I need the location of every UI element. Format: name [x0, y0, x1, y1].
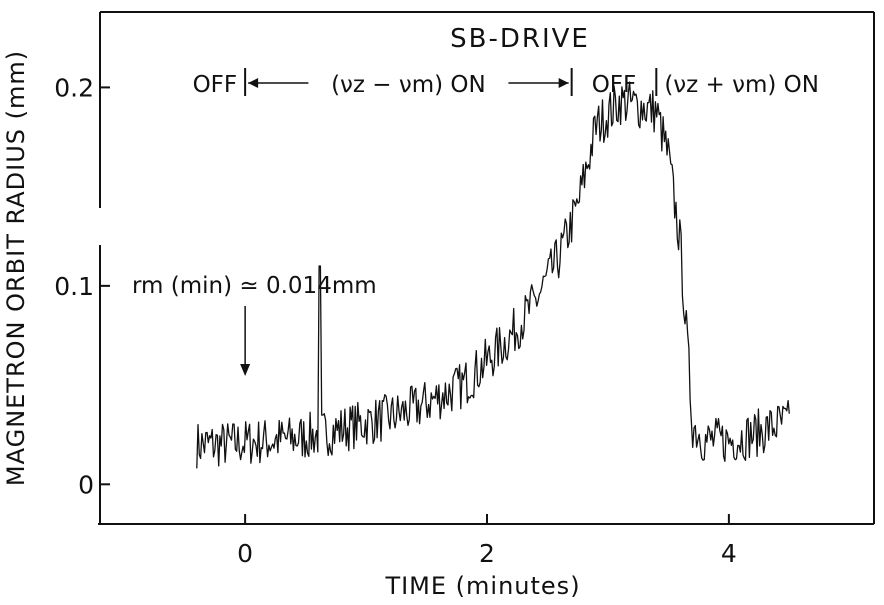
x-tick-label: 0	[237, 539, 253, 568]
tick-group: 0 2 4 0 0.1 0.2	[54, 73, 737, 568]
min-radius-annotation: rm (min) ≃ 0.014mm	[132, 273, 377, 299]
phase-label-drive-1: (νz − νm) ON	[331, 72, 486, 98]
drive-phase-group: OFF (νz − νm) ON OFF (νz + νm) ON	[193, 68, 819, 98]
phase-arrow-left-head	[248, 78, 259, 88]
phase-arrow-right-head	[558, 78, 569, 88]
y-tick-label: 0.2	[54, 73, 94, 102]
phase-label-off-1: OFF	[193, 72, 238, 98]
chart-title: SB-DRIVE	[450, 24, 590, 54]
series-trace	[196, 81, 790, 469]
y-axis-label: MAGNETRON ORBIT RADIUS (mm)	[2, 50, 30, 486]
y-tick-label: 0.1	[54, 272, 94, 301]
annotation-arrow-head	[240, 364, 251, 376]
x-tick-label: 4	[721, 539, 737, 568]
y-tick-label: 0	[78, 470, 94, 499]
min-radius-arrow	[240, 306, 251, 376]
x-tick-label: 2	[479, 539, 495, 568]
phase-label-drive-2: (νz + νm) ON	[664, 72, 819, 98]
x-axis-label: TIME (minutes)	[384, 572, 580, 600]
